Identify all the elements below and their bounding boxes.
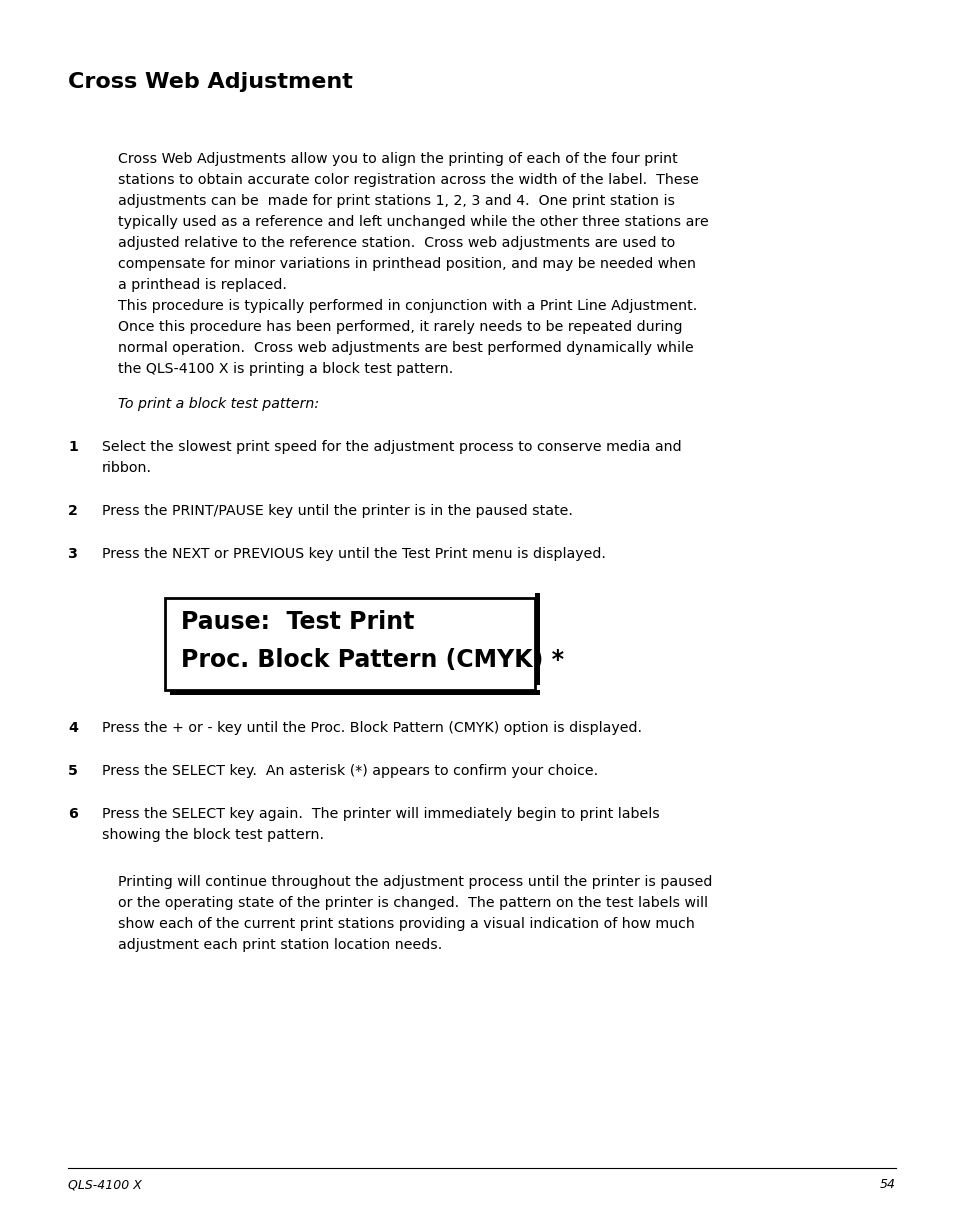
Text: Select the slowest print speed for the adjustment process to conserve media and: Select the slowest print speed for the a… [102,440,680,454]
Text: a printhead is replaced.: a printhead is replaced. [118,279,287,292]
Text: typically used as a reference and left unchanged while the other three stations : typically used as a reference and left u… [118,215,708,229]
Text: This procedure is typically performed in conjunction with a Print Line Adjustmen: This procedure is typically performed in… [118,299,697,313]
Text: Once this procedure has been performed, it rarely needs to be repeated during: Once this procedure has been performed, … [118,320,681,334]
Text: 3: 3 [68,547,78,561]
Text: Press the + or - key until the Proc. Block Pattern (CMYK) option is displayed.: Press the + or - key until the Proc. Blo… [102,721,641,735]
Bar [170,690,539,694]
Text: ribbon.: ribbon. [102,461,152,475]
Text: Pause:  Test Print: Pause: Test Print [181,610,414,634]
Text: normal operation.  Cross web adjustments are best performed dynamically while: normal operation. Cross web adjustments … [118,341,693,355]
Text: Press the SELECT key.  An asterisk (*) appears to confirm your choice.: Press the SELECT key. An asterisk (*) ap… [102,764,598,778]
Text: 6: 6 [68,807,78,821]
Text: compensate for minor variations in printhead position, and may be needed when: compensate for minor variations in print… [118,256,696,271]
Text: Press the NEXT or PREVIOUS key until the Test Print menu is displayed.: Press the NEXT or PREVIOUS key until the… [102,547,605,561]
Text: 2: 2 [68,504,78,518]
Text: Press the SELECT key again.  The printer will immediately begin to print labels: Press the SELECT key again. The printer … [102,807,659,821]
Text: Printing will continue throughout the adjustment process until the printer is pa: Printing will continue throughout the ad… [118,875,712,890]
Text: adjusted relative to the reference station.  Cross web adjustments are used to: adjusted relative to the reference stati… [118,236,675,250]
Text: the QLS-4100 X is printing a block test pattern.: the QLS-4100 X is printing a block test … [118,362,453,375]
Text: adjustments can be  made for print stations 1, 2, 3 and 4.  One print station is: adjustments can be made for print statio… [118,194,675,209]
Text: 54: 54 [879,1178,895,1191]
Text: To print a block test pattern:: To print a block test pattern: [118,398,319,411]
Text: showing the block test pattern.: showing the block test pattern. [102,828,324,842]
Text: adjustment each print station location needs.: adjustment each print station location n… [118,937,442,952]
Text: Cross Web Adjustments allow you to align the printing of each of the four print: Cross Web Adjustments allow you to align… [118,152,677,166]
Text: or the operating state of the printer is changed.  The pattern on the test label: or the operating state of the printer is… [118,896,707,910]
Bar [165,598,535,690]
Text: Press the PRINT/PAUSE key until the printer is in the paused state.: Press the PRINT/PAUSE key until the prin… [102,504,572,518]
Text: stations to obtain accurate color registration across the width of the label.  T: stations to obtain accurate color regist… [118,173,699,187]
Bar [535,593,539,685]
Text: 5: 5 [68,764,78,778]
Text: Proc. Block Pattern (CMYK) *: Proc. Block Pattern (CMYK) * [181,648,563,672]
Text: show each of the current print stations providing a visual indication of how muc: show each of the current print stations … [118,917,694,931]
Text: Cross Web Adjustment: Cross Web Adjustment [68,72,353,92]
Text: QLS-4100 X: QLS-4100 X [68,1178,142,1191]
Text: 4: 4 [68,721,78,735]
Text: 1: 1 [68,440,78,454]
